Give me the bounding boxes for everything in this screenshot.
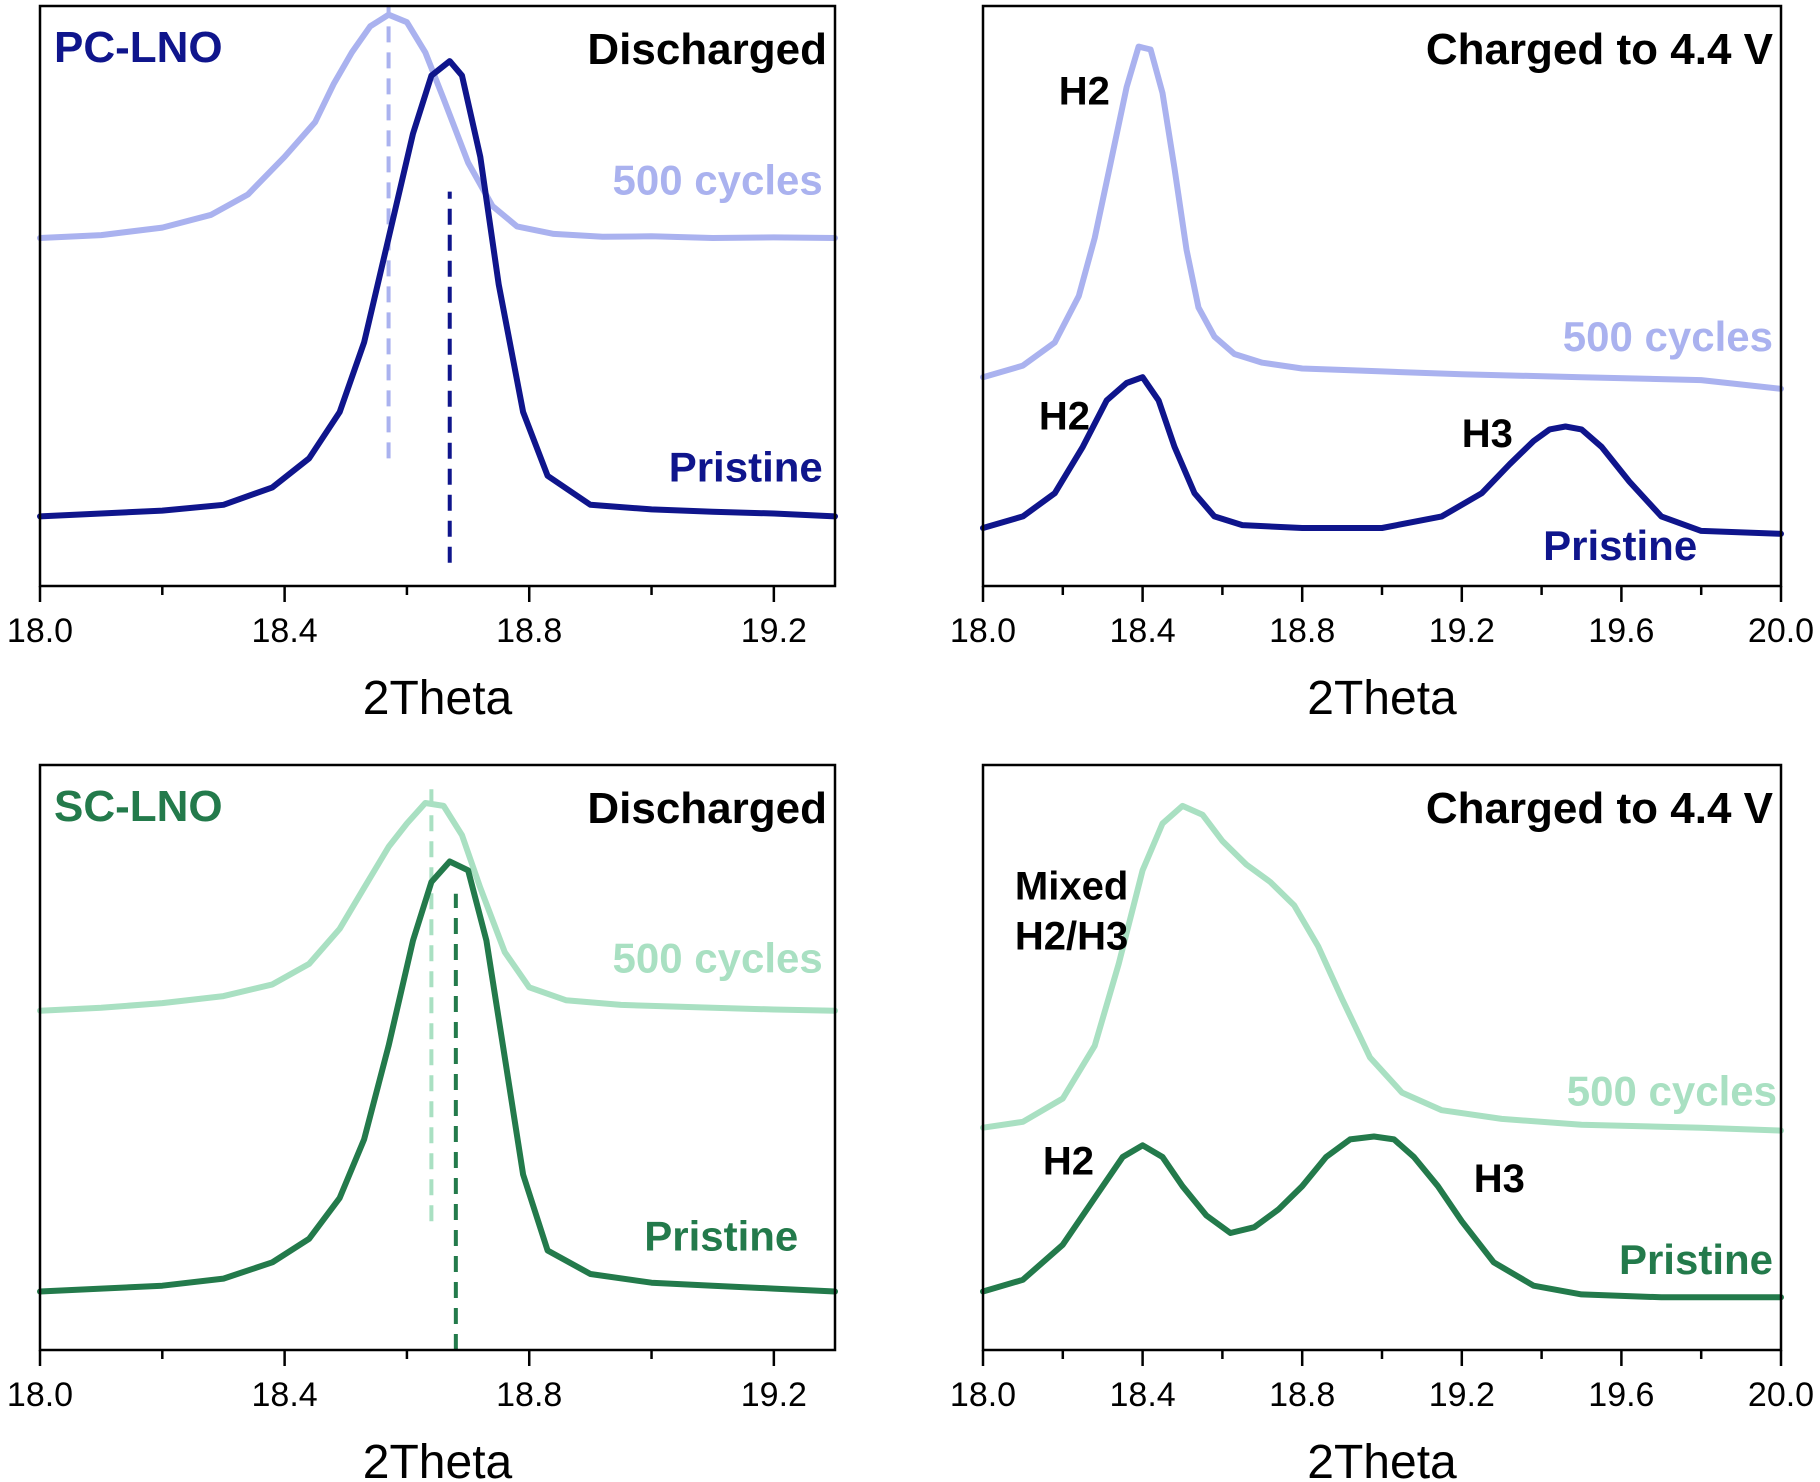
phase-annotation: H2 xyxy=(1043,1140,1094,1184)
phase-annotation: H2 xyxy=(1039,394,1090,438)
x-axis-label: 2Theta xyxy=(1307,1436,1457,1482)
x-tick-label: 19.2 xyxy=(1429,1376,1495,1414)
series-line-cycled xyxy=(980,802,1784,1134)
sample-label: PC-LNO xyxy=(54,23,223,72)
corner-title: Charged to 4.4 V xyxy=(1426,784,1774,833)
x-tick-label: 20.0 xyxy=(1748,612,1814,650)
series-line-pristine xyxy=(980,1133,1784,1301)
x-axis-label: 2Theta xyxy=(1307,672,1457,725)
panel-sc-charged: 18.0 18.4 18.8 19.2 19.6 20.0 2Theta Charged to… xyxy=(950,763,1814,1482)
series-label: 500 cycles xyxy=(613,935,823,982)
phase-annotation: H3 xyxy=(1462,412,1513,456)
x-tick-label: 18.0 xyxy=(950,612,1016,650)
x-tick-label: 18.8 xyxy=(1269,1376,1335,1414)
x-tick-label: 18.4 xyxy=(252,612,318,650)
sample-label: SC-LNO xyxy=(54,782,223,831)
x-tick-label: 18.8 xyxy=(496,612,562,650)
x-tick-label: 19.2 xyxy=(741,612,807,650)
panel-pc-discharged: 18.0 18.4 18.8 19.2 2Theta Discharged PC-LNO 50… xyxy=(7,4,838,725)
corner-title: Charged to 4.4 V xyxy=(1426,25,1774,74)
panel-pc-charged: 18.0 18.4 18.8 19.2 19.6 20.0 2Theta Charged to… xyxy=(950,4,1814,725)
series-line-cycled xyxy=(37,11,838,241)
panel-sc-discharged: 18.0 18.4 18.8 19.2 2Theta Discharged SC-LNO 50… xyxy=(7,763,838,1482)
x-tick-label: 18.0 xyxy=(7,612,73,650)
series-label: Pristine xyxy=(644,1213,798,1260)
series-label: Pristine xyxy=(669,444,823,491)
series-label: 500 cycles xyxy=(613,157,823,204)
series-label: Pristine xyxy=(1619,1236,1773,1283)
series-label: Pristine xyxy=(1543,522,1697,569)
x-tick-label: 18.8 xyxy=(1269,612,1335,650)
phase-annotation: Mixed xyxy=(1015,865,1128,909)
series-line-pristine xyxy=(37,858,838,1295)
series-label: 500 cycles xyxy=(1567,1067,1777,1114)
series-line-cycled xyxy=(37,800,838,1014)
phase-annotation: H3 xyxy=(1474,1157,1525,1201)
series-line-pristine xyxy=(37,58,838,520)
x-axis-label: 2Theta xyxy=(363,1436,513,1482)
series-line-cycled xyxy=(980,43,1784,392)
x-tick-label: 18.4 xyxy=(1110,612,1176,650)
x-tick-label: 18.8 xyxy=(496,1376,562,1414)
series-line-pristine xyxy=(980,374,1784,537)
x-tick-label: 19.6 xyxy=(1588,612,1654,650)
x-tick-label: 20.0 xyxy=(1748,1376,1814,1414)
x-tick-label: 18.4 xyxy=(252,1376,318,1414)
x-tick-label: 19.6 xyxy=(1588,1376,1654,1414)
corner-title: Discharged xyxy=(587,25,827,74)
corner-title: Discharged xyxy=(587,784,827,833)
phase-annotation: H2 xyxy=(1059,70,1110,114)
plot-frame xyxy=(38,4,837,588)
x-tick-label: 18.0 xyxy=(950,1376,1016,1414)
x-tick-label: 19.2 xyxy=(741,1376,807,1414)
x-tick-label: 19.2 xyxy=(1429,612,1495,650)
series-label: 500 cycles xyxy=(1563,313,1773,360)
phase-annotation: H2/H3 xyxy=(1015,915,1128,959)
x-tick-label: 18.0 xyxy=(7,1376,73,1414)
x-tick-label: 18.4 xyxy=(1110,1376,1176,1414)
plot-frame xyxy=(38,763,837,1352)
x-axis-label: 2Theta xyxy=(363,672,513,725)
